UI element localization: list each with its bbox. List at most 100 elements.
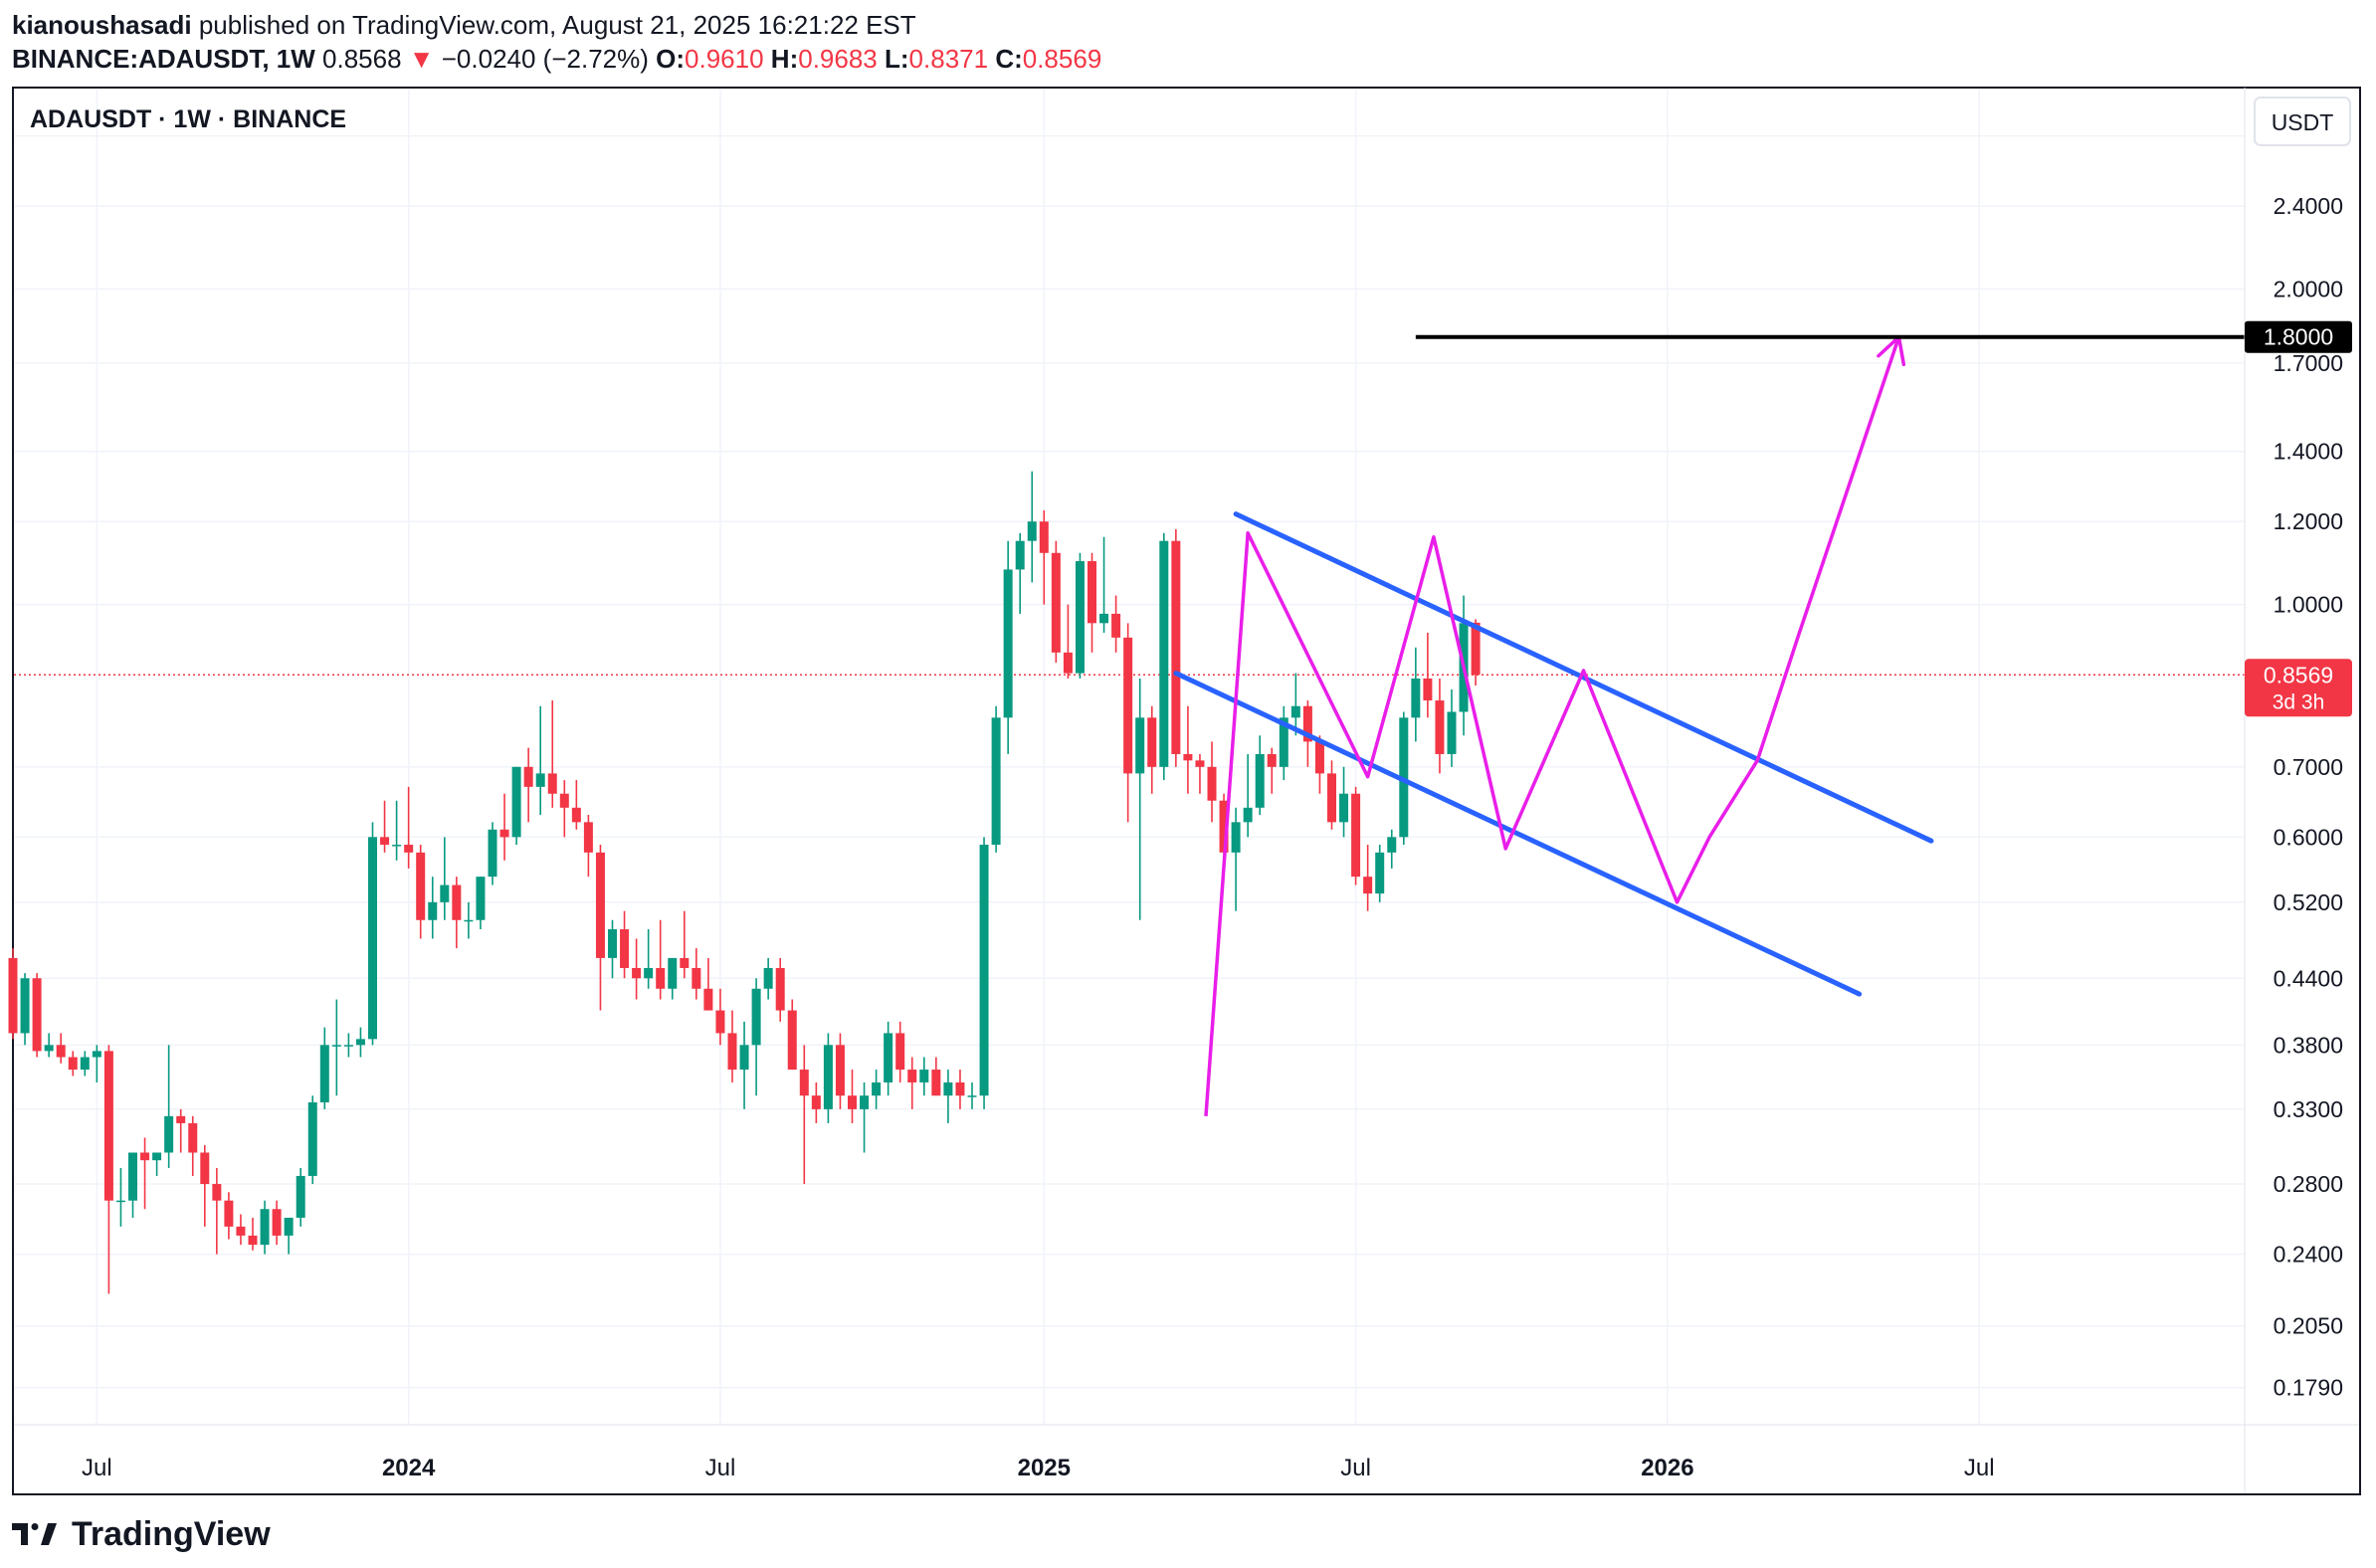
candle-body bbox=[559, 793, 569, 808]
candle-down bbox=[680, 910, 690, 979]
candle-body bbox=[92, 1051, 101, 1058]
candle-down bbox=[1435, 678, 1445, 774]
candle-body bbox=[343, 1045, 353, 1047]
candle-body bbox=[164, 1115, 174, 1153]
candle-body bbox=[1279, 717, 1288, 767]
candle-down bbox=[8, 948, 18, 1040]
candle-down bbox=[895, 1021, 905, 1082]
open-value: 0.9610 bbox=[685, 44, 764, 74]
candle-body bbox=[260, 1209, 270, 1246]
candle-up bbox=[164, 1045, 174, 1168]
channel-lower-line[interactable] bbox=[1173, 671, 1863, 997]
tradingview-footer[interactable]: TradingView bbox=[12, 1510, 271, 1558]
candle-up bbox=[296, 1167, 305, 1227]
candle-up bbox=[1003, 540, 1013, 754]
candle-body bbox=[1447, 711, 1457, 754]
candle-down bbox=[236, 1214, 246, 1246]
candle-body bbox=[200, 1152, 210, 1185]
candle-down bbox=[787, 999, 797, 1071]
candle-up bbox=[1290, 673, 1300, 736]
candle-body bbox=[319, 1045, 329, 1102]
symbol-label: BINANCE:ADAUSDT, 1W bbox=[12, 44, 315, 74]
candle-body bbox=[1399, 717, 1409, 838]
candle-body bbox=[1327, 773, 1336, 823]
candle-down bbox=[835, 1033, 845, 1109]
candle-body bbox=[1195, 760, 1205, 767]
candle-up bbox=[440, 837, 450, 920]
target-price-label: 1.8000 bbox=[2264, 324, 2333, 350]
candle-up bbox=[464, 901, 474, 939]
currency-button[interactable]: USDT bbox=[2254, 97, 2351, 146]
time-axis[interactable]: Jul 2024 Jul 2025 Jul 2026 Jul bbox=[14, 1424, 2359, 1481]
candle-body bbox=[763, 967, 773, 989]
channel-upper-line[interactable] bbox=[1233, 511, 1934, 844]
candle-down bbox=[1183, 705, 1193, 794]
target-price-tag: 1.8000 bbox=[2245, 320, 2352, 353]
price-tick-label: 0.4400 bbox=[2274, 965, 2343, 991]
projection-path[interactable] bbox=[1204, 336, 1901, 1116]
candle-body bbox=[979, 845, 989, 1096]
candle-body bbox=[1423, 678, 1433, 701]
candle-body bbox=[272, 1209, 282, 1236]
candle-body bbox=[620, 929, 630, 968]
time-tick-label: 2026 bbox=[1641, 1455, 1693, 1481]
candle-body bbox=[56, 1045, 66, 1058]
drawings bbox=[1173, 334, 2245, 1116]
candle-up bbox=[991, 705, 1001, 853]
open-label: O: bbox=[656, 44, 686, 74]
candle-body bbox=[499, 829, 509, 838]
candle-up bbox=[307, 1095, 317, 1185]
currency-label: USDT bbox=[2272, 109, 2334, 135]
price-tick-label: 0.3300 bbox=[2274, 1096, 2343, 1122]
grid bbox=[14, 90, 2245, 1425]
candle-body bbox=[44, 1045, 54, 1052]
candle-up bbox=[319, 1027, 329, 1109]
candle-body bbox=[967, 1095, 977, 1097]
candle-up bbox=[1339, 766, 1349, 838]
candle-body bbox=[715, 1010, 725, 1034]
candle-body bbox=[1435, 700, 1445, 754]
candle-body bbox=[1314, 741, 1324, 774]
change-arrow-icon: ▼ bbox=[408, 44, 435, 74]
candle-body bbox=[1015, 540, 1025, 570]
candle-body bbox=[248, 1235, 258, 1246]
candle-body bbox=[452, 884, 462, 920]
candle-down bbox=[931, 1057, 941, 1096]
candle-body bbox=[787, 1010, 797, 1071]
price-axis[interactable]: 2.80002.40002.00001.70001.40001.20001.00… bbox=[2244, 88, 2343, 1493]
candle-up bbox=[1159, 532, 1169, 781]
candle-up bbox=[1243, 753, 1253, 838]
candles bbox=[8, 471, 1481, 1294]
candle-up bbox=[1027, 471, 1037, 583]
low-value: 0.8371 bbox=[908, 44, 989, 74]
candle-body bbox=[1302, 705, 1312, 742]
candle-up bbox=[152, 1152, 162, 1176]
candle-down bbox=[632, 938, 642, 1000]
candle-up bbox=[608, 919, 617, 979]
price-tick-label: 0.2400 bbox=[2274, 1242, 2343, 1268]
candle-body bbox=[644, 967, 654, 979]
candle-body bbox=[919, 1070, 929, 1082]
high-label: H: bbox=[770, 44, 799, 74]
candle-down bbox=[452, 877, 462, 949]
author-name[interactable]: kianoushasadi bbox=[12, 10, 192, 40]
price-tick-label: 1.0000 bbox=[2274, 592, 2343, 618]
candle-body bbox=[523, 766, 533, 787]
candle-down bbox=[188, 1115, 198, 1176]
publish-text: published on TradingView.com, August 21,… bbox=[191, 10, 916, 40]
candle-body bbox=[703, 988, 713, 1011]
candle-body bbox=[931, 1070, 941, 1096]
candle-body bbox=[535, 773, 545, 787]
candle-down bbox=[907, 1057, 917, 1109]
candle-down bbox=[32, 973, 42, 1058]
candle-up bbox=[392, 800, 402, 861]
candle-down bbox=[595, 845, 605, 1011]
candle-body bbox=[128, 1152, 137, 1201]
candle-body bbox=[895, 1033, 905, 1071]
candle-body bbox=[1039, 521, 1049, 553]
candle-up bbox=[644, 929, 654, 989]
candle-up bbox=[331, 999, 341, 1096]
candle-up bbox=[284, 1217, 294, 1255]
candle-body bbox=[1231, 822, 1241, 853]
